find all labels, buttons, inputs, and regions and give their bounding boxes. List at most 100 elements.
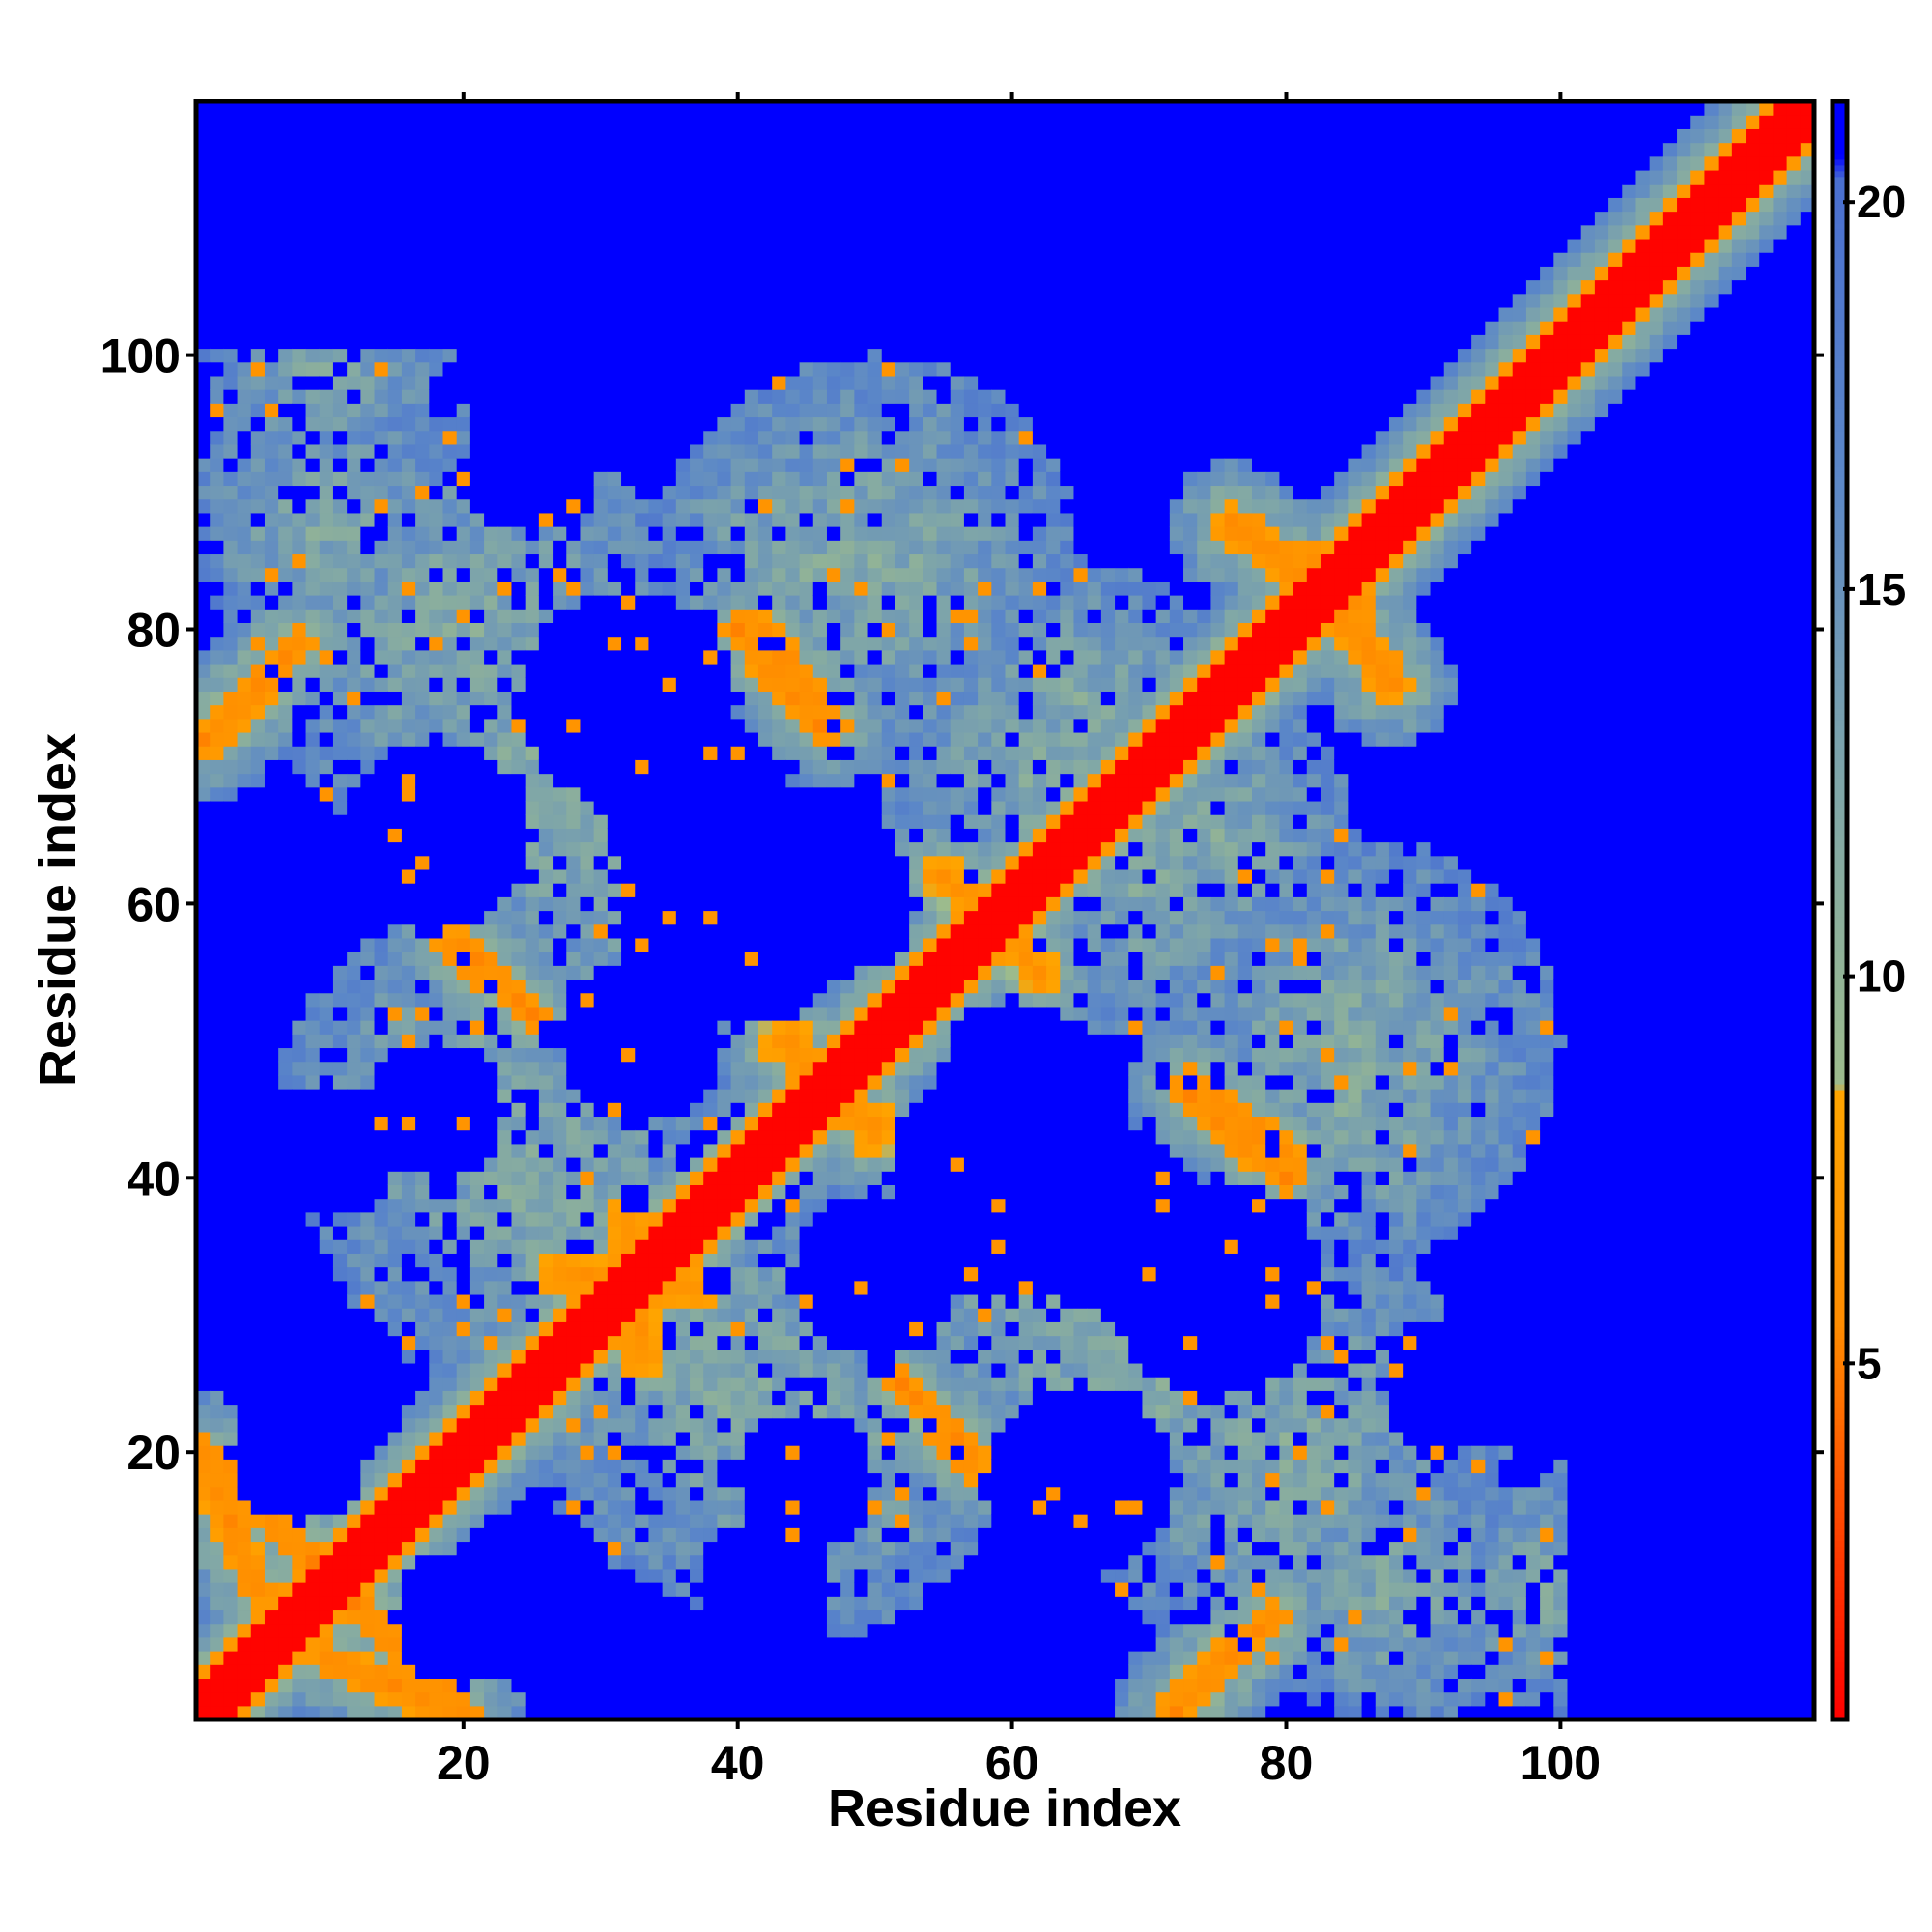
heatmap-cell xyxy=(223,403,239,418)
heatmap-cell xyxy=(703,115,718,129)
heatmap-cell xyxy=(553,1554,567,1570)
heatmap-cell xyxy=(621,485,636,500)
heatmap-cell xyxy=(538,252,554,267)
heatmap-cell xyxy=(497,704,513,720)
heatmap-cell xyxy=(757,992,773,1008)
heatmap-cell xyxy=(538,868,554,884)
heatmap-cell xyxy=(717,1705,732,1720)
heatmap-cell xyxy=(415,1184,430,1200)
heatmap-cell xyxy=(442,1431,458,1446)
heatmap-cell xyxy=(332,1211,348,1227)
heatmap-cell xyxy=(675,279,691,295)
heatmap-cell xyxy=(250,567,266,582)
heatmap-cell xyxy=(717,896,732,912)
heatmap-cell xyxy=(621,1211,636,1227)
heatmap-cell xyxy=(401,883,416,897)
heatmap-cell xyxy=(621,554,636,569)
heatmap-cell xyxy=(538,293,554,308)
heatmap-cell xyxy=(757,128,773,144)
heatmap-cell xyxy=(237,1266,252,1282)
heatmap-cell xyxy=(566,1431,582,1446)
heatmap-cell xyxy=(662,1211,677,1227)
heatmap-cell xyxy=(690,1678,704,1693)
heatmap-cell xyxy=(690,896,704,912)
heatmap-cell xyxy=(456,115,471,129)
heatmap-cell xyxy=(374,1568,389,1583)
heatmap-cell xyxy=(401,169,416,185)
heatmap-cell xyxy=(401,1623,416,1638)
heatmap-cell xyxy=(415,197,430,213)
heatmap-cell xyxy=(553,1171,567,1185)
heatmap-cell xyxy=(607,1377,622,1391)
heatmap-cell xyxy=(387,937,403,952)
heatmap-cell xyxy=(730,1321,746,1337)
heatmap-cell xyxy=(415,841,430,857)
heatmap-cell xyxy=(675,1596,691,1611)
heatmap-cell xyxy=(717,321,732,335)
heatmap-cell xyxy=(566,746,582,760)
heatmap-cell xyxy=(332,1623,348,1638)
heatmap-cell xyxy=(196,1129,211,1145)
heatmap-cell xyxy=(264,458,279,472)
heatmap-cell xyxy=(292,1116,307,1131)
heatmap-cell xyxy=(621,1074,636,1090)
heatmap-cell xyxy=(223,1527,239,1543)
heatmap-cell xyxy=(772,1157,786,1172)
heatmap-cell xyxy=(580,759,595,775)
heatmap-cell xyxy=(469,759,485,775)
heatmap-cell xyxy=(635,979,650,994)
heatmap-cell xyxy=(662,581,677,596)
heatmap-cell xyxy=(332,1417,348,1433)
heatmap-cell xyxy=(497,1184,513,1200)
heatmap-cell xyxy=(703,1664,718,1680)
heatmap-cell xyxy=(292,498,307,514)
heatmap-cell xyxy=(278,430,293,445)
heatmap-cell xyxy=(210,1308,224,1322)
heatmap-cell xyxy=(635,430,650,445)
heatmap-cell xyxy=(237,595,252,610)
heatmap-cell xyxy=(250,1157,266,1172)
heatmap-cell xyxy=(429,1472,444,1488)
heatmap-cell xyxy=(374,375,389,390)
heatmap-cell xyxy=(264,471,279,487)
heatmap-cell xyxy=(593,184,609,198)
heatmap-cell xyxy=(319,1362,334,1378)
heatmap-cell xyxy=(387,334,403,350)
heatmap-cell xyxy=(223,1499,239,1515)
heatmap-cell xyxy=(469,704,485,720)
heatmap-cell xyxy=(553,1362,567,1378)
heatmap-cell xyxy=(237,115,252,129)
heatmap-cell xyxy=(703,841,718,857)
heatmap-cell xyxy=(662,965,677,980)
heatmap-cell xyxy=(525,1143,540,1158)
heatmap-cell xyxy=(484,622,498,638)
heatmap-cell xyxy=(332,279,348,295)
heatmap-cell xyxy=(332,1116,348,1131)
heatmap-cell xyxy=(580,636,595,651)
heatmap-cell xyxy=(511,1349,526,1364)
heatmap-cell xyxy=(621,1184,636,1200)
heatmap-cell xyxy=(662,1171,677,1185)
heatmap-cell xyxy=(292,1596,307,1611)
heatmap-cell xyxy=(744,1074,759,1090)
heatmap-cell xyxy=(730,691,746,706)
heatmap-cell xyxy=(690,952,704,966)
heatmap-cell xyxy=(757,321,773,335)
heatmap-cell xyxy=(237,101,252,116)
heatmap-cell xyxy=(690,554,704,569)
heatmap-cell xyxy=(717,1390,732,1406)
heatmap-cell xyxy=(387,1184,403,1200)
heatmap-cell xyxy=(360,1102,376,1118)
heatmap-cell xyxy=(621,609,636,623)
heatmap-cell xyxy=(374,1335,389,1350)
heatmap-cell xyxy=(374,923,389,939)
heatmap-cell xyxy=(744,663,759,678)
heatmap-cell xyxy=(387,266,403,281)
heatmap-cell xyxy=(553,1445,567,1460)
heatmap-cell xyxy=(387,1582,403,1597)
heatmap-cell xyxy=(566,1239,582,1254)
heatmap-cell xyxy=(730,649,746,665)
heatmap-cell xyxy=(210,746,224,760)
heatmap-cell xyxy=(347,115,361,129)
heatmap-cell xyxy=(553,649,567,665)
